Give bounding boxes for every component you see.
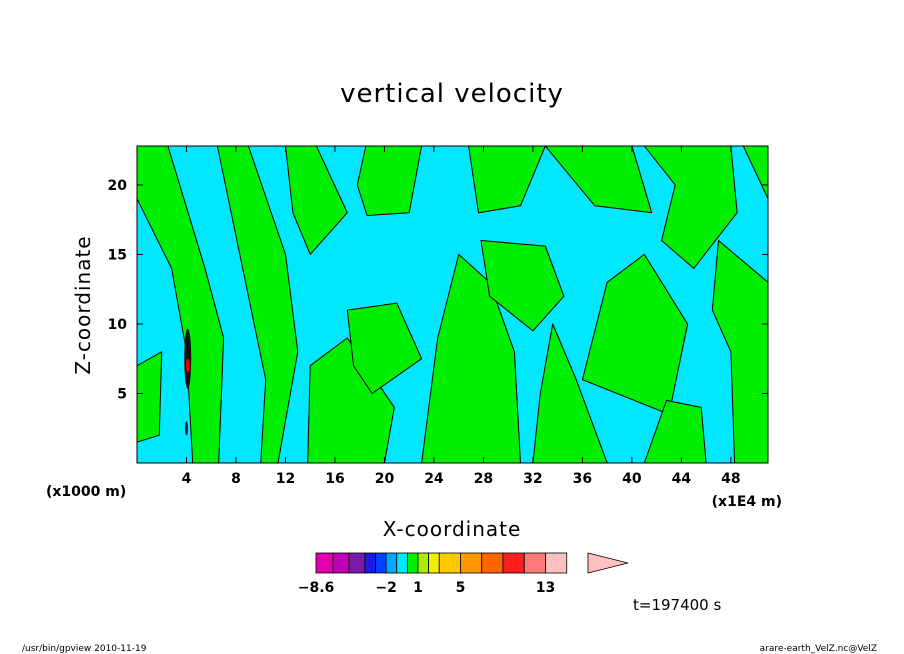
contour-band bbox=[137, 146, 225, 463]
contour-band bbox=[468, 146, 546, 214]
colorbar-segment bbox=[417, 552, 430, 574]
chart-title: vertical velocity bbox=[340, 79, 564, 109]
x-tick-label: 8 bbox=[231, 471, 241, 487]
colorbar-segment bbox=[385, 552, 398, 574]
contour-band bbox=[137, 351, 163, 443]
x-tick-label: 36 bbox=[573, 471, 592, 487]
x-axis-label: X-coordinate bbox=[383, 517, 522, 541]
y-axis: 5 10 15 20 bbox=[108, 178, 768, 402]
contour-band bbox=[480, 240, 565, 332]
colorbar-segment bbox=[523, 552, 546, 574]
x-unit-left: (x1000 m) bbox=[46, 484, 126, 500]
x-tick-label: 12 bbox=[276, 471, 295, 487]
colorbar-segment bbox=[428, 552, 440, 574]
contour-band bbox=[581, 253, 689, 415]
core-red bbox=[185, 358, 190, 373]
plot-frame bbox=[136, 145, 769, 464]
colorbar-segment bbox=[481, 552, 504, 574]
colorbar-segment bbox=[396, 552, 408, 574]
contour-band bbox=[216, 146, 299, 463]
velocity-contours bbox=[137, 146, 768, 463]
y-tick-label: 15 bbox=[108, 247, 127, 263]
colorbar-segment bbox=[348, 552, 366, 574]
updraft-core bbox=[184, 328, 192, 436]
footer-left: /usr/bin/gpview 2010-11-19 bbox=[22, 644, 147, 654]
colorbar-arrow bbox=[587, 552, 629, 574]
footer-right: arare-earth_VelZ.nc@VelZ bbox=[760, 644, 877, 654]
x-tick-label: 4 bbox=[182, 471, 192, 487]
colorbar: −8.6 −2 1 5 13 bbox=[298, 552, 629, 596]
y-tick-label: 10 bbox=[108, 317, 128, 333]
colorbar-segment bbox=[460, 552, 483, 574]
colorbar-label: 5 bbox=[456, 580, 466, 596]
colorbar-label: −8.6 bbox=[298, 580, 335, 596]
colorbar-label: 13 bbox=[536, 580, 555, 596]
colorbar-segment bbox=[332, 552, 350, 574]
x-unit-right: (x1E4 m) bbox=[712, 494, 782, 510]
contour-band bbox=[742, 146, 768, 200]
contour-band bbox=[346, 302, 423, 394]
colorbar-segment bbox=[438, 552, 461, 574]
time-label: t=197400 s bbox=[633, 596, 721, 614]
colorbar-segment bbox=[375, 552, 387, 574]
x-tick-label: 24 bbox=[424, 471, 444, 487]
colorbar-segment bbox=[315, 552, 334, 574]
y-tick-label: 20 bbox=[108, 178, 128, 194]
colorbar-label: 1 bbox=[413, 580, 423, 596]
x-axis: 4 8 12 16 20 24 28 32 36 40 44 48 bbox=[182, 146, 741, 487]
contour-band bbox=[285, 146, 348, 255]
y-axis-label: Z-coordinate bbox=[71, 235, 95, 374]
colorbar-segment bbox=[545, 552, 568, 574]
colorbar-label: −2 bbox=[375, 580, 396, 596]
contour-band bbox=[356, 146, 423, 216]
y-tick-label: 5 bbox=[117, 386, 127, 402]
contour-band bbox=[643, 146, 738, 269]
colorbar-segment bbox=[364, 552, 376, 574]
x-tick-label: 44 bbox=[672, 471, 692, 487]
x-tick-label: 16 bbox=[325, 471, 344, 487]
plot-area bbox=[137, 146, 768, 463]
core-dark-lower bbox=[184, 421, 188, 436]
x-tick-label: 32 bbox=[523, 471, 542, 487]
colorbar-segment bbox=[502, 552, 525, 574]
contour-band bbox=[643, 399, 707, 463]
x-tick-label: 40 bbox=[622, 471, 642, 487]
contour-band bbox=[544, 146, 653, 214]
contour-band bbox=[532, 323, 608, 463]
x-tick-label: 48 bbox=[721, 471, 740, 487]
colorbar-segment bbox=[406, 552, 419, 574]
contour-band bbox=[711, 240, 768, 463]
x-tick-label: 20 bbox=[375, 471, 395, 487]
x-tick-label: 28 bbox=[474, 471, 493, 487]
